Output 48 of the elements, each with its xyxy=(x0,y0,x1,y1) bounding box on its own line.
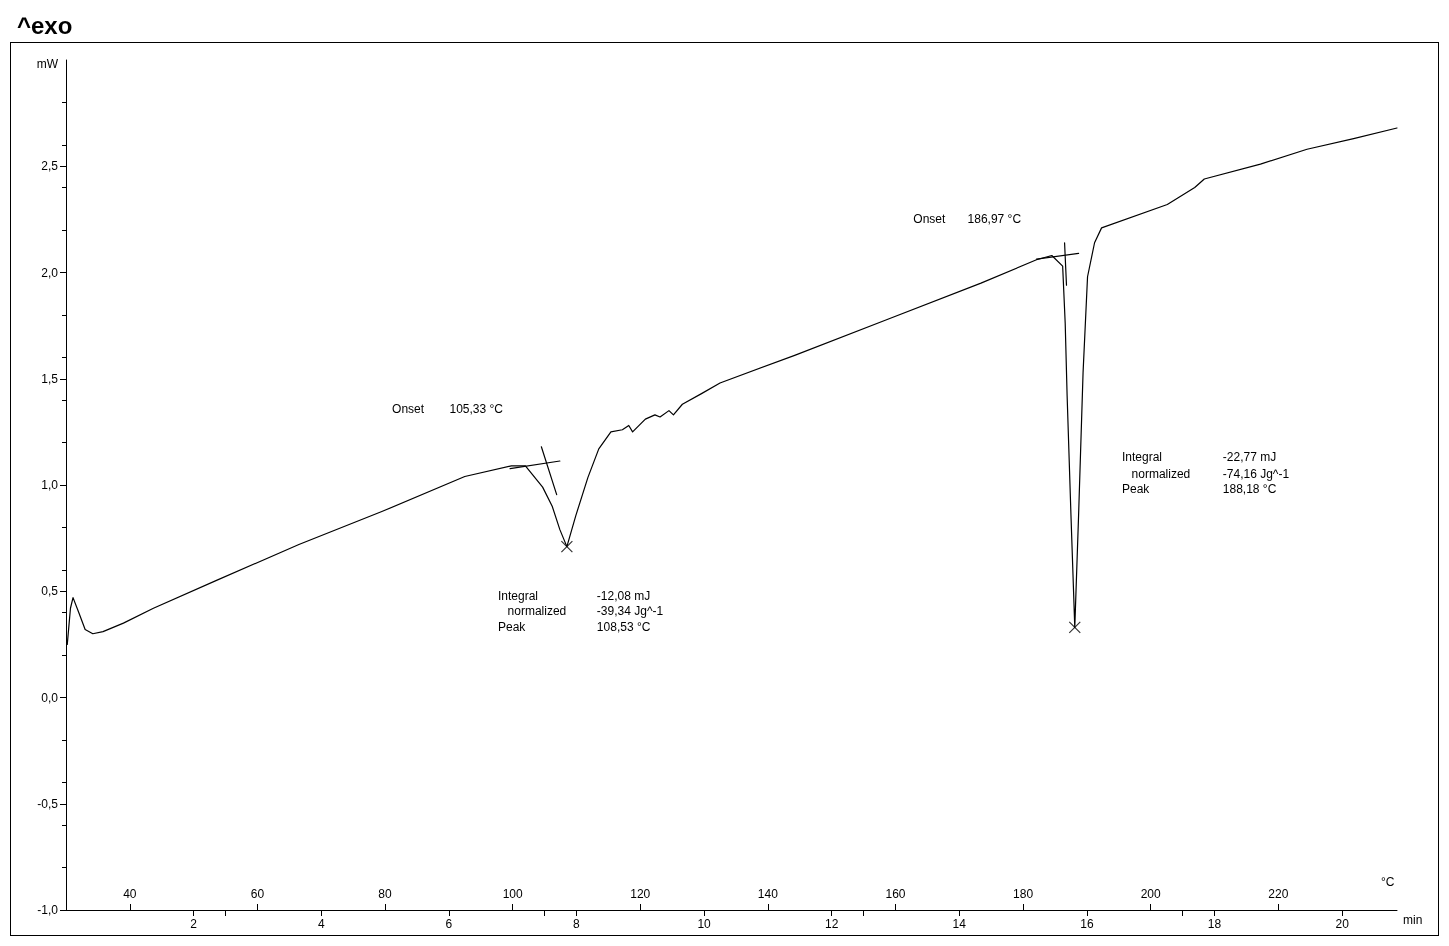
annotation: -74,16 Jg^-1 xyxy=(1222,466,1290,481)
y-tick-label: 1,5 xyxy=(41,371,59,386)
annotation: 105,33 °C xyxy=(449,402,504,417)
x2-tick-label: 200 xyxy=(1140,887,1162,901)
annotation: normalized xyxy=(507,604,567,619)
x2-tick-label: 40 xyxy=(123,887,137,901)
y-tick-label: 0,0 xyxy=(41,690,59,705)
x-tick-label: 14 xyxy=(952,917,967,931)
y-axis-title: mW xyxy=(36,57,59,71)
annotation: Onset xyxy=(392,402,425,417)
annotation: normalized xyxy=(1131,466,1191,481)
annotation: 186,97 °C xyxy=(967,211,1022,226)
y-tick-label: -1,0 xyxy=(37,903,59,917)
x-tick-label: 2 xyxy=(190,917,198,931)
x-axis-title: min xyxy=(1403,913,1423,927)
x2-tick-label: 120 xyxy=(630,887,651,901)
x2-tick-label: 80 xyxy=(378,887,393,901)
annotation: -39,34 Jg^-1 xyxy=(596,604,664,619)
x-tick-label: 20 xyxy=(1335,917,1350,931)
x-tick-label: 10 xyxy=(697,917,712,931)
y-tick-label: 1,0 xyxy=(41,478,59,492)
x-tick-label: 18 xyxy=(1207,917,1222,931)
x2-tick-label: 140 xyxy=(757,887,779,901)
chart-title: ^exo xyxy=(17,11,73,39)
x-tick-label: 12 xyxy=(825,917,839,931)
y-tick-label: 2,5 xyxy=(41,159,59,174)
y-tick-label: 2,0 xyxy=(41,265,59,280)
annotation: 188,18 °C xyxy=(1222,481,1277,496)
y-tick-label: -0,5 xyxy=(37,796,59,811)
x-tick-label: 16 xyxy=(1080,917,1094,931)
annotation: Peak xyxy=(1121,481,1151,496)
annotation: Peak xyxy=(497,619,527,634)
annotation: Onset xyxy=(913,211,947,226)
x2-tick-label: 60 xyxy=(250,887,265,901)
x-tick-label: 6 xyxy=(445,917,453,931)
annotation: Integral xyxy=(1121,450,1163,465)
annotation: 108,53 °C xyxy=(596,619,651,634)
x2-tick-label: 100 xyxy=(502,887,523,901)
x-tick-label: 4 xyxy=(317,917,325,931)
x-tick-label: 8 xyxy=(573,917,581,931)
x2-tick-label: 180 xyxy=(1013,887,1034,901)
x2-axis-title: °C xyxy=(1381,875,1395,889)
annotation: -22,77 mJ xyxy=(1222,450,1277,465)
annotation: -12,08 mJ xyxy=(596,588,651,603)
y-tick-label: 0,5 xyxy=(41,584,59,599)
x2-tick-label: 160 xyxy=(885,887,906,901)
x2-tick-label: 220 xyxy=(1268,887,1289,901)
annotation: Integral xyxy=(497,588,538,603)
